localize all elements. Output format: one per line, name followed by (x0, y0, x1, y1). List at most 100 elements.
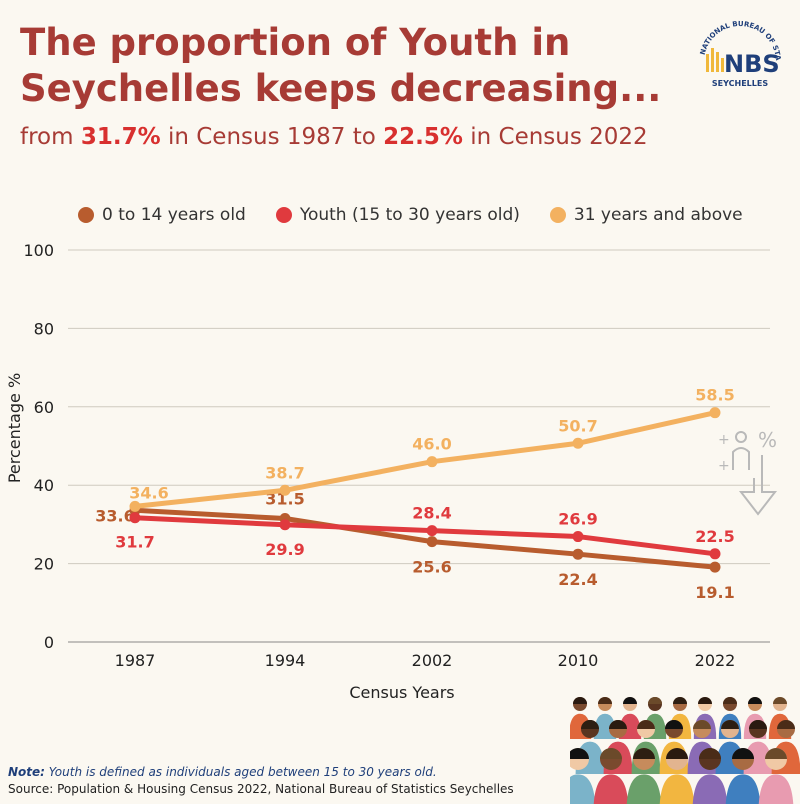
nbs-logo: NATIONAL BUREAU OF STATISTICS NBS SEYCHE… (690, 12, 782, 88)
person-hair (600, 748, 622, 759)
person-body (758, 774, 794, 804)
svg-text:%: % (758, 428, 777, 452)
subtitle-middle: in Census 1987 to (160, 124, 384, 150)
person-percent-down-arrow-icon: % + + (718, 428, 778, 516)
person-hair (698, 697, 712, 704)
x-tick-label: 2022 (695, 651, 736, 670)
data-point (572, 548, 584, 560)
x-tick-label: 1994 (265, 651, 306, 670)
person-body (725, 774, 761, 804)
subtitle-prefix: from (20, 124, 81, 150)
series-line (132, 515, 718, 557)
page-subtitle: from 31.7% in Census 1987 to 22.5% in Ce… (20, 124, 648, 150)
person-hair (732, 748, 754, 759)
subtitle-start-value: 31.7% (80, 124, 161, 150)
note-text: Youth is defined as individuals aged bet… (44, 765, 437, 779)
data-point (129, 500, 141, 512)
person-body (692, 774, 728, 804)
data-label: 22.5 (695, 527, 734, 546)
person-hair (721, 720, 739, 729)
data-label: 38.7 (265, 463, 304, 482)
legend-marker-0-14 (78, 207, 94, 223)
person-hair (573, 697, 587, 704)
person-hair (748, 697, 762, 704)
person-body (626, 774, 662, 804)
data-point (279, 519, 291, 531)
y-tick-label: 100 (23, 241, 54, 260)
data-point (426, 525, 438, 537)
legend-label-31-plus: 31 years and above (573, 205, 743, 225)
person-hair (633, 748, 655, 759)
y-axis-title: Percentage % (5, 373, 24, 483)
x-axis-title: Census Years (349, 683, 454, 702)
data-label: 22.4 (558, 570, 597, 589)
data-label: 33.6 (95, 506, 134, 525)
subtitle-end-value: 22.5% (383, 124, 463, 150)
person-hair (609, 720, 627, 729)
data-point (572, 531, 584, 543)
data-label: 31.5 (265, 490, 304, 509)
source-line: Source: Population & Housing Census 2022… (8, 782, 514, 796)
person-hair (673, 697, 687, 704)
person-hair (648, 697, 662, 704)
y-tick-label: 20 (34, 555, 54, 574)
page-title: The proportion of Youth in Seychelles ke… (20, 21, 662, 110)
legend-label-youth: Youth (15 to 30 years old) (299, 205, 520, 225)
person-hair (666, 748, 688, 759)
person-hair (637, 720, 655, 729)
legend-label-0-14: 0 to 14 years old (102, 205, 246, 225)
y-tick-label: 60 (34, 398, 54, 417)
subtitle-suffix: in Census 2022 (462, 124, 648, 150)
data-point (709, 407, 721, 419)
data-label: 26.9 (558, 510, 597, 529)
line-chart: 0 20 40 60 80 100 1987 1994 2002 2010 2022 Census Y… (5, 241, 778, 702)
logo-subtext: SEYCHELLES (712, 79, 768, 88)
data-label: 31.7 (115, 533, 154, 552)
person-hair (749, 720, 767, 729)
data-point (572, 437, 584, 449)
svg-text:+: + (718, 458, 730, 474)
person-hair (598, 697, 612, 704)
data-label: 46.0 (412, 435, 451, 454)
person-hair (581, 720, 599, 729)
svg-text:+: + (718, 432, 730, 448)
data-point (426, 536, 438, 548)
person-hair (570, 748, 589, 759)
person-body (593, 774, 629, 804)
data-label: 34.6 (129, 483, 168, 502)
legend-item-youth: Youth (15 to 30 years old) (275, 205, 520, 225)
data-label: 58.5 (695, 386, 734, 405)
data-point (709, 561, 721, 573)
footnote: Note: Youth is defined as individuals ag… (8, 765, 437, 779)
legend-marker-31-plus (549, 207, 566, 223)
series-line (132, 410, 718, 509)
data-label: 25.6 (412, 558, 451, 577)
person-hair (765, 748, 787, 759)
person-hair (693, 720, 711, 729)
y-tick-label: 80 (34, 319, 54, 338)
data-point (279, 484, 291, 496)
person-hair (723, 697, 737, 704)
legend-marker-youth (275, 207, 292, 223)
legend-item-31-plus: 31 years and above (549, 205, 743, 225)
person-hair (777, 720, 795, 729)
data-label: 28.4 (412, 504, 451, 523)
legend-item-0-14: 0 to 14 years old (78, 205, 246, 225)
logo-text: NBS (724, 50, 780, 78)
person-hair (699, 748, 721, 759)
person-body (570, 774, 596, 804)
crowd-illustration (570, 697, 800, 804)
person-body (659, 774, 695, 804)
data-label: 29.9 (265, 540, 304, 559)
y-tick-label: 40 (34, 476, 54, 495)
x-tick-label: 1987 (115, 651, 156, 670)
data-label: 50.7 (558, 416, 597, 435)
x-tick-label: 2010 (558, 651, 599, 670)
chart-legend: 0 to 14 years old Youth (15 to 30 years … (78, 205, 743, 225)
person-hair (665, 720, 683, 729)
y-tick-label: 0 (44, 633, 54, 652)
data-point (129, 512, 141, 524)
data-point (709, 548, 721, 560)
note-label: Note: (8, 765, 45, 779)
x-tick-label: 2002 (412, 651, 453, 670)
